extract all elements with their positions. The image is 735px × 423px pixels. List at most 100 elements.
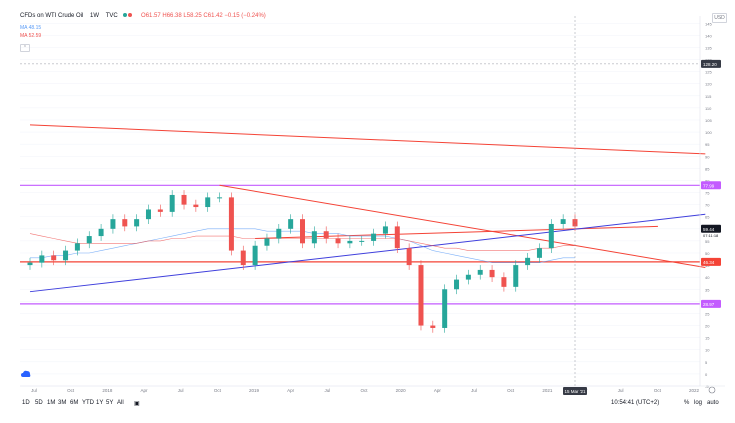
time-tick-label: 2021 <box>542 388 553 393</box>
price-tick-label: 105 <box>705 118 712 123</box>
price-tick-label: 75 <box>705 191 710 196</box>
candle-body <box>252 245 258 266</box>
status-dots-icon <box>123 13 133 19</box>
percent-toggle[interactable]: % <box>684 400 690 406</box>
price-tick-label: 135 <box>705 45 712 50</box>
candle-body <box>134 219 140 227</box>
range-button-5d[interactable]: 5D <box>35 400 43 406</box>
candle-body <box>205 197 211 208</box>
candle-body <box>465 274 471 280</box>
range-button-ytd[interactable]: YTD <box>82 400 94 406</box>
symbol-legend[interactable]: CFDs on WTI Crude Oil 1W TVC O61.57 H66.… <box>20 13 266 19</box>
price-tag-current-bg <box>701 224 721 233</box>
price-tick-label: 10 <box>705 348 710 353</box>
ma-legend-2[interactable]: MA 52.59 <box>20 33 42 39</box>
crosshair-price-bg <box>701 59 721 68</box>
price-tick-label: 15 <box>705 336 710 341</box>
currency-label[interactable]: USD <box>712 13 727 23</box>
candle-body <box>572 219 578 227</box>
calendar-icon[interactable]: ▣ <box>134 401 140 407</box>
price-tick-label: 110 <box>705 106 712 111</box>
log-toggle[interactable]: log <box>694 400 703 406</box>
price-tick-label: 65 <box>705 215 710 220</box>
candle-body <box>288 219 294 229</box>
candle-body <box>489 269 495 278</box>
time-tick-label: 2022 <box>689 388 700 393</box>
cloud-icon[interactable] <box>21 370 31 378</box>
ohlc-values: O61.57 H66.38 L58.25 C61.42 −0.15 (−0.24… <box>141 13 266 19</box>
collapse-legend-button[interactable]: ⌃ <box>20 44 30 52</box>
candle-body <box>442 289 448 328</box>
crosshair-price: 128.20 <box>703 62 717 67</box>
ma-legend-1[interactable]: MA 48.15 <box>20 25 42 31</box>
candle-body <box>300 219 305 244</box>
symbol-title[interactable]: CFDs on WTI Crude Oil <box>20 13 84 19</box>
time-tick-label: Apr <box>140 388 148 393</box>
candle-body <box>394 226 400 249</box>
range-button-3m[interactable]: 3M <box>58 400 67 406</box>
price-tick-label: 120 <box>705 82 712 87</box>
candle-body <box>74 243 80 251</box>
candle-body <box>525 257 531 266</box>
candle-body <box>418 265 424 326</box>
auto-toggle[interactable]: auto <box>707 400 719 406</box>
candle-body <box>406 248 412 266</box>
range-button-5y[interactable]: 5Y <box>106 400 114 406</box>
time-tick-label: Jul <box>618 388 624 393</box>
candle-body <box>228 197 234 251</box>
price-tag-time: 07:11:18 <box>703 233 719 238</box>
candle-body <box>536 248 542 258</box>
candle-body <box>359 240 365 242</box>
candle-body <box>477 269 483 275</box>
candle-body <box>311 231 317 244</box>
candle-body <box>110 219 116 229</box>
bottom-toolbar: 1D 5D 1M 3M 6M YTD 1Y 5Y All ▣ 10:54:41 (UTC+2) %… <box>0 395 735 413</box>
candle-body <box>264 238 270 246</box>
candle-body <box>39 255 45 263</box>
price-tick-label: 70 <box>705 203 710 208</box>
price-tick-label: 25 <box>705 311 710 316</box>
range-button-1d[interactable]: 1D <box>22 400 30 406</box>
interval-label: 1W <box>90 13 100 19</box>
candle-body <box>145 209 151 220</box>
time-tick-label: Apr <box>287 388 295 393</box>
candle-body <box>513 265 519 287</box>
price-tick-label: 145 <box>705 21 712 26</box>
candlestick-series <box>27 190 578 333</box>
range-button-1m[interactable]: 1M <box>47 400 56 406</box>
price-tick-label: 5 <box>705 360 708 365</box>
price-tick-label: 55 <box>705 239 710 244</box>
price-tick-label: 35 <box>705 287 710 292</box>
price-tick-label: 20 <box>705 324 710 329</box>
time-tick-label: Oct <box>360 388 368 393</box>
price-tag-purple-top-bg <box>701 181 721 190</box>
time-tick-label: Jul <box>31 388 37 393</box>
time-tick-label: Jul <box>471 388 477 393</box>
candle-body <box>240 250 246 266</box>
range-button-all[interactable]: All <box>117 400 124 406</box>
range-button-6m[interactable]: 6M <box>70 400 79 406</box>
price-tag-purple-bottom-bg <box>701 299 721 308</box>
price-tick-label: 95 <box>705 142 710 147</box>
price-tick-label: 80 <box>705 178 710 183</box>
price-tag-red-bg <box>701 257 721 266</box>
time-tick-label: Oct <box>214 388 222 393</box>
candle-body <box>217 197 223 199</box>
candle-body <box>51 255 57 261</box>
clock[interactable]: 10:54:41 (UTC+2) <box>611 400 660 406</box>
trend-line <box>219 184 706 268</box>
candle-body <box>63 250 69 261</box>
crosshair <box>20 16 700 386</box>
crosshair-date-bg <box>563 387 587 395</box>
price-tag-current: 59.44 <box>703 227 715 232</box>
time-tick-label: Oct <box>67 388 75 393</box>
price-tick-label: 115 <box>705 94 712 99</box>
range-button-1y[interactable]: 1Y <box>96 400 104 406</box>
candle-body <box>323 231 329 239</box>
trend-line <box>255 225 658 239</box>
time-tick-label: Apr <box>434 388 442 393</box>
price-tick-label: 140 <box>705 33 712 38</box>
trend-line <box>29 213 706 293</box>
